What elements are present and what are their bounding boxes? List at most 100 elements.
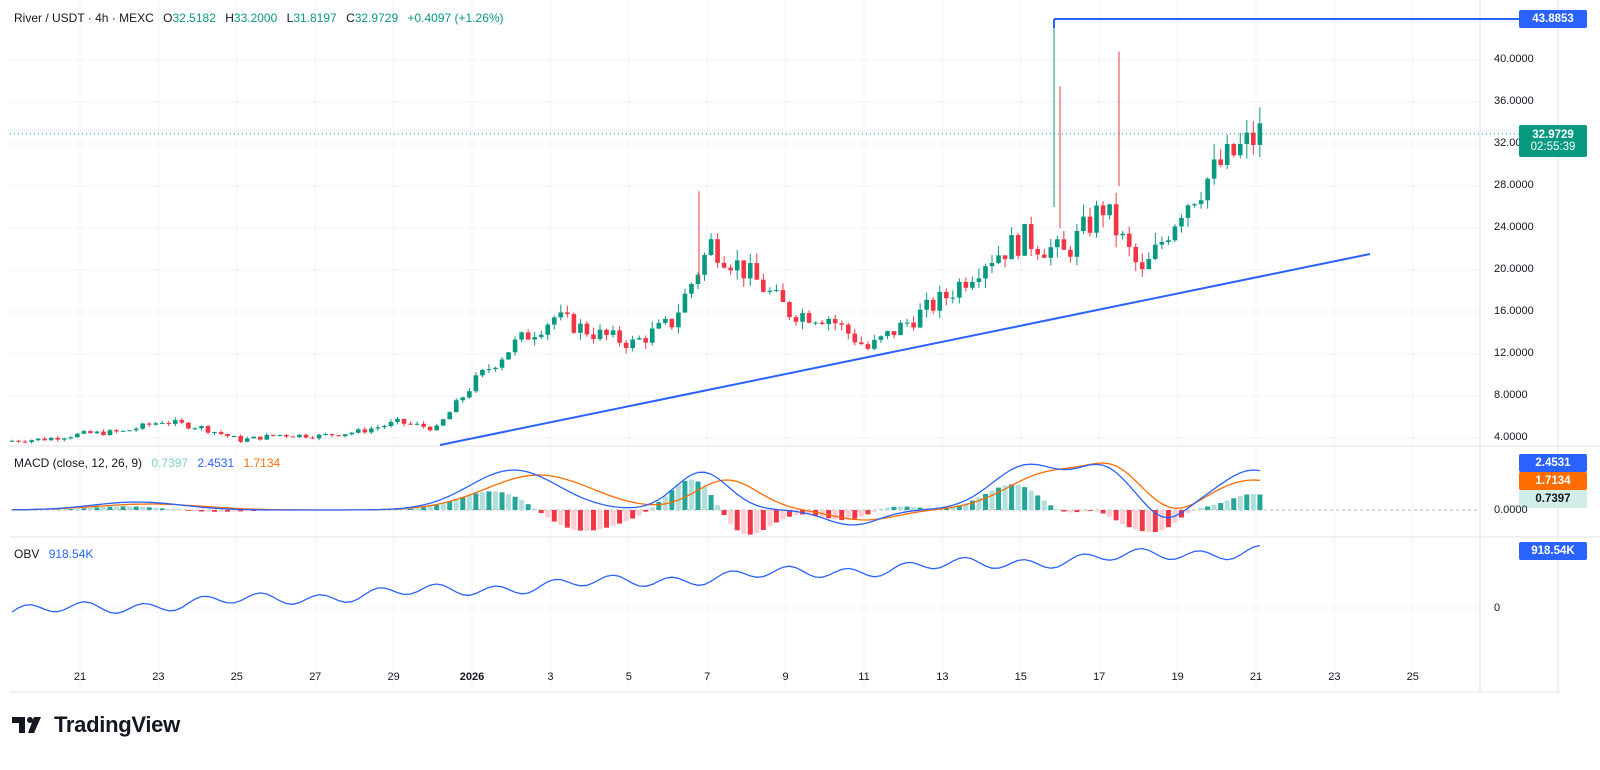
macd-histogram-bar (434, 504, 440, 510)
macd-histogram-bar (969, 500, 975, 510)
candle-body (1231, 144, 1237, 156)
candle-body (721, 262, 727, 268)
macd-histogram-bar (760, 510, 766, 530)
macd-histogram-bar (754, 510, 760, 534)
macd-histogram-bar (140, 506, 146, 510)
candle-body (1002, 255, 1008, 260)
open-label: O (163, 11, 173, 25)
candle-body (369, 428, 374, 433)
candle-body (676, 312, 681, 328)
candle-body (774, 290, 779, 292)
candle-body (630, 339, 635, 348)
drawings[interactable] (10, 18, 1519, 446)
macd-histogram-bar (1080, 510, 1086, 512)
candle-body (42, 438, 47, 441)
trend-line (439, 253, 1371, 446)
candle-body (486, 369, 492, 371)
macd-histogram-bar (1185, 510, 1191, 514)
macd-histogram-bar (146, 507, 152, 510)
candle-body (1126, 233, 1132, 247)
macd-histogram-bar (479, 492, 485, 510)
candle-body (891, 331, 897, 336)
candle-body (800, 313, 805, 322)
macd-histogram-bar (447, 501, 453, 510)
macd-histogram-bar (1250, 493, 1256, 510)
time-tick-label: 23 (1328, 671, 1341, 683)
obv-tag: 918.54K (1519, 542, 1587, 560)
candle-body (140, 423, 145, 429)
time-tick-label: 7 (704, 671, 711, 683)
macd-histogram-bar (1133, 510, 1139, 530)
high-line-tag: 43.8853 (1519, 10, 1587, 28)
candle-body (885, 331, 890, 337)
candle-body (1074, 231, 1080, 257)
symbol-title: River / USDT · 4h · MEXC (14, 11, 154, 25)
candle-body (297, 434, 302, 438)
macd-histogram-bar (623, 510, 629, 522)
macd-histogram-bar (1009, 484, 1015, 510)
macd-hist-value: 0.7397 (151, 456, 189, 470)
candle-body (813, 322, 818, 324)
candle-body (852, 333, 858, 343)
macd-histogram-bar (1061, 510, 1067, 512)
macd-histogram-bar (218, 510, 224, 512)
macd-histogram-bar (852, 510, 858, 519)
candle-body (1094, 205, 1099, 233)
candle-body (271, 434, 276, 436)
candle-body (963, 281, 969, 288)
candle-body (1081, 216, 1086, 232)
macd-histogram-bar (715, 504, 721, 510)
macd-histogram-bar (1113, 510, 1119, 521)
macd-histogram-bar (669, 490, 675, 510)
open-value: 32.5182 (172, 11, 216, 25)
candle-body (114, 430, 119, 432)
tradingview-logo-icon (12, 717, 41, 733)
candle-body (1120, 233, 1125, 236)
symbol-legend[interactable]: River / USDT · 4h · MEXC O32.5182 H33.20… (14, 11, 504, 25)
candle-body (617, 330, 622, 343)
macd-tag: 2.4531 (1519, 454, 1587, 472)
macd-histogram-bar (538, 510, 544, 514)
candle-body (284, 434, 289, 437)
obv-legend[interactable]: OBV 918.54K (14, 547, 93, 561)
macd-histogram-bar (682, 480, 688, 510)
macd-histogram-bar (1002, 485, 1008, 510)
macd-histogram-bar (133, 506, 139, 510)
candle-body (355, 429, 361, 433)
macd-histogram-bar (728, 510, 734, 524)
candle-body (604, 329, 609, 336)
macd-histogram-bar (558, 510, 564, 525)
macd-legend[interactable]: MACD (close, 12, 26, 9) 0.7397 2.4531 1.… (14, 456, 280, 470)
macd-histogram-bar (675, 484, 681, 510)
macd-histogram-bar (1054, 509, 1060, 510)
macd-zero-label: 0.0000 (1494, 504, 1528, 516)
low-label: L (286, 11, 294, 25)
macd-histogram-bar (826, 510, 832, 519)
macd-histogram-bar (747, 510, 753, 535)
candle-body (146, 423, 152, 425)
obv-value: 918.54K (48, 547, 94, 561)
macd-histogram-bar (1205, 506, 1211, 510)
time-tick-label: 2026 (459, 671, 485, 683)
macd-histogram-bar (911, 507, 917, 510)
bar-countdown: 02:55:39 (1530, 141, 1576, 153)
close-value: 32.9729 (354, 11, 399, 25)
candle-body (1087, 216, 1093, 233)
candle-body (532, 337, 537, 340)
macd-histogram-bar (597, 510, 603, 530)
macd-histogram-bar (225, 510, 231, 512)
time-tick-label: 15 (1014, 671, 1027, 683)
macd-histogram-bar (1067, 510, 1073, 513)
time-tick-label: 5 (625, 671, 632, 683)
time-tick-label: 19 (1171, 671, 1184, 683)
candle-body (1146, 259, 1152, 270)
macd-histogram-bar (460, 497, 466, 510)
macd-histogram-bar (166, 509, 172, 510)
candle-body (584, 323, 590, 335)
candle-body (1055, 239, 1060, 248)
price-tick-label: 28.0000 (1494, 179, 1534, 191)
candle-body (1159, 242, 1165, 245)
candle-body (408, 423, 413, 425)
tradingview-logo[interactable]: TradingView (12, 712, 180, 738)
